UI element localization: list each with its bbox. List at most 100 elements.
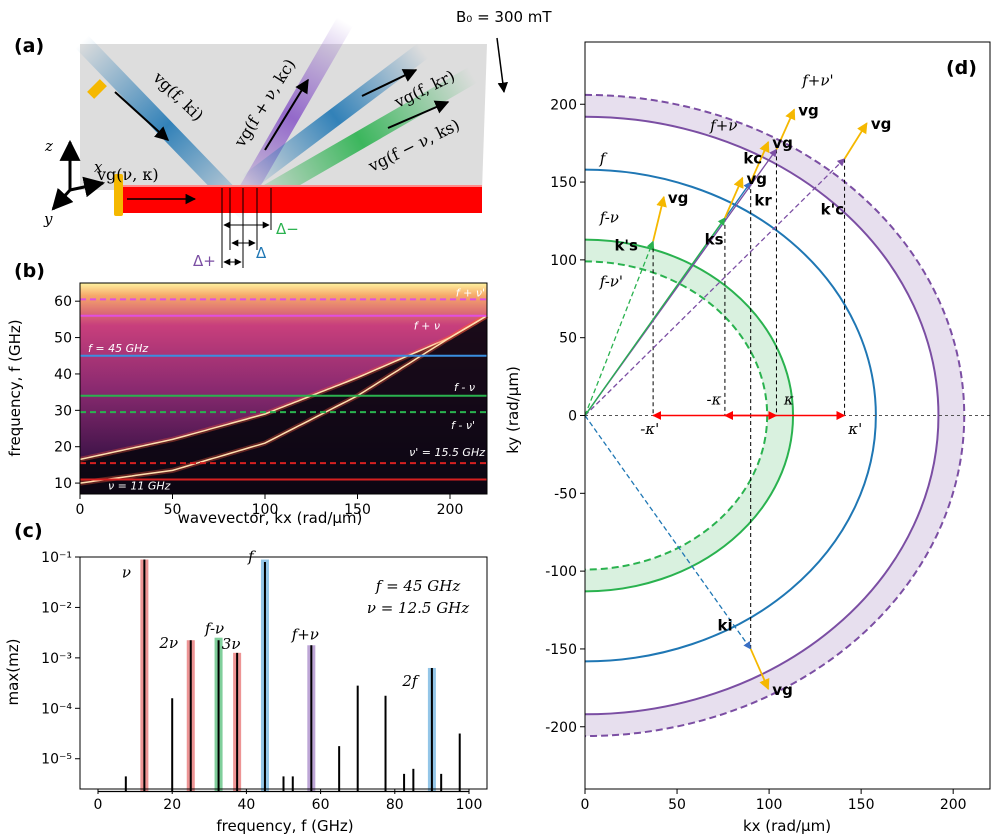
b-xtick-label-1: 50 [164, 502, 182, 518]
c-ytick-label-4: 10⁻¹ [41, 550, 72, 566]
c-xtick-label-4: 80 [386, 797, 404, 813]
highlight-label-0: ν [122, 564, 131, 582]
source-antenna [114, 174, 123, 216]
panel-b: (b) f + ν' f + ν f = 45 GHz f - ν f - ν' ν' =… [6, 260, 489, 527]
circle-label-2: f [599, 149, 608, 167]
kappa-label-3: κ' [847, 420, 862, 438]
vg-label-5: vg [668, 189, 689, 207]
dispersion_lower-line [79, 315, 488, 484]
c-xtick-label-5: 100 [456, 797, 483, 813]
c-ytick-label-3: 10⁻² [41, 600, 72, 616]
heatmap-dark-region [80, 315, 487, 494]
panel-d-ylabel: ky (rad/μm) [504, 366, 522, 454]
highlight-label-3: 3ν [222, 635, 241, 653]
panel-c-ticks: 0 20 40 60 80 100 10⁻⁵ 10⁻⁴ 10⁻³ 10⁻² 10⁻¹ [41, 550, 482, 813]
d-ytick-label-7: -150 [545, 642, 577, 658]
panel-b-ylabel: frequency, f (GHz) [6, 319, 24, 456]
circle-label-0: f+ν' [801, 72, 833, 90]
hline-label-0: f + ν' [456, 286, 485, 299]
c-xtick-label-0: 0 [94, 797, 103, 813]
band-fills [585, 94, 965, 737]
d-ytick-label-5: -50 [554, 486, 577, 502]
vg-label-0: vg [772, 681, 793, 699]
vector-4 [584, 217, 726, 416]
highlight-label-2: f-ν [204, 620, 224, 638]
frequency-lines: f + ν' f + ν f = 45 GHz f - ν f - ν' ν' = 15.… [80, 286, 487, 492]
b-xtick-label-3: 150 [344, 502, 371, 518]
panel-d-labels: f+ν'f+νff-νf-ν'-κ'-κ κκ'kivgkrvgkcvgk'cvg… [599, 72, 892, 699]
delta-minus-label: Δ− [276, 220, 299, 238]
vector-label-0: ki [718, 616, 733, 634]
highlight-label-1: 2ν [158, 634, 178, 652]
kappa-label-1: -κ [707, 391, 722, 409]
circle-label-1: f+ν [709, 117, 737, 135]
circle-label-4: f-ν' [599, 272, 623, 290]
circle-1 [584, 115, 940, 716]
circle-label-3: f-ν [599, 209, 619, 227]
vg-label-2: vg [798, 101, 819, 119]
axis-z: z [44, 137, 53, 155]
kappa-label-2: κ [783, 391, 794, 409]
beam-scattered [242, 67, 478, 213]
d-ytick-label-8: -200 [545, 720, 577, 736]
vector-label-4: ks [705, 230, 724, 248]
highlight-label-6: 2f [401, 672, 420, 690]
panel-d: (d) f+ν'f+νff-νf-ν'-κ'-κ κκ'kivgkrvgkcvgk… [504, 41, 991, 835]
c-xtick-label-3: 60 [312, 797, 330, 813]
panel-c-label: (c) [14, 520, 43, 542]
delta-zero-label: Δ [256, 244, 267, 262]
vg-label-1: vg [772, 134, 793, 152]
dispersion-curves [79, 313, 489, 486]
hline-label-4: f - ν' [451, 419, 475, 432]
d-xtick-label-0: 0 [581, 797, 590, 813]
vg-arrow-1 [749, 141, 770, 183]
panel-a: (a) vg(f, ki) vg(f + ν, kc) vg(f, kr) vg… [14, 8, 552, 270]
vg-label-3: vg [871, 115, 892, 133]
vector-label-2: kc [743, 149, 762, 167]
panel-d-ticks: 0 50 100 150 200 200 150 100 50 0 -50 -100 -150 -200 [545, 97, 966, 813]
band-lower [585, 239, 794, 592]
b-ytick-label-1: 20 [54, 440, 72, 456]
c-ytick-label-2: 10⁻³ [41, 651, 72, 667]
beam-reflected [241, 43, 429, 191]
kappa-label-0: -κ' [640, 420, 659, 438]
d-ytick-label-4: 0 [568, 409, 577, 425]
c-ytick-label-1: 10⁻⁴ [41, 701, 72, 717]
d-xtick-label-2: 100 [756, 797, 783, 813]
b-ytick-label-0: 10 [54, 476, 72, 492]
vg-arrow-4 [724, 176, 744, 219]
hline-label-1: f + ν [414, 320, 440, 333]
field-arrow [496, 37, 508, 94]
source-label: vg(ν, κ) [96, 165, 159, 184]
d-ytick-label-3: 50 [559, 331, 577, 347]
delta-plus-label: Δ+ [193, 252, 216, 270]
b-xtick-label-2: 100 [252, 502, 279, 518]
d-xtick-label-4: 200 [940, 797, 967, 813]
vg-arrow-2 [775, 108, 796, 150]
d-xtick-label-1: 50 [668, 797, 686, 813]
panel-b-label: (b) [14, 260, 45, 282]
dark-region [80, 315, 487, 494]
b-ytick-label-4: 50 [54, 331, 72, 347]
b-ytick-label-3: 40 [54, 367, 72, 383]
vg-arrow-5 [652, 195, 667, 242]
b-ytick-label-5: 60 [54, 294, 72, 310]
vector-3 [584, 158, 846, 416]
vg-label-4: vg [746, 170, 767, 188]
c-xtick-label-2: 40 [237, 797, 255, 813]
panel-c-xlabel: frequency, f (GHz) [216, 817, 353, 835]
panel-c-annotation-nu: ν = 12.5 GHz [367, 599, 469, 617]
b-xtick-label-4: 200 [437, 502, 464, 518]
c-xtick-label-1: 20 [163, 797, 181, 813]
incident-antenna [87, 79, 107, 99]
d-xtick-label-3: 150 [848, 797, 875, 813]
vector-label-1: kr [754, 191, 772, 209]
b-xtick-label-0: 0 [76, 502, 85, 518]
hline-label-6: ν = 11 GHz [108, 479, 171, 492]
waveguide [118, 186, 482, 213]
dispersion_upper-line [79, 315, 488, 461]
vg-arrow-3 [843, 122, 868, 160]
